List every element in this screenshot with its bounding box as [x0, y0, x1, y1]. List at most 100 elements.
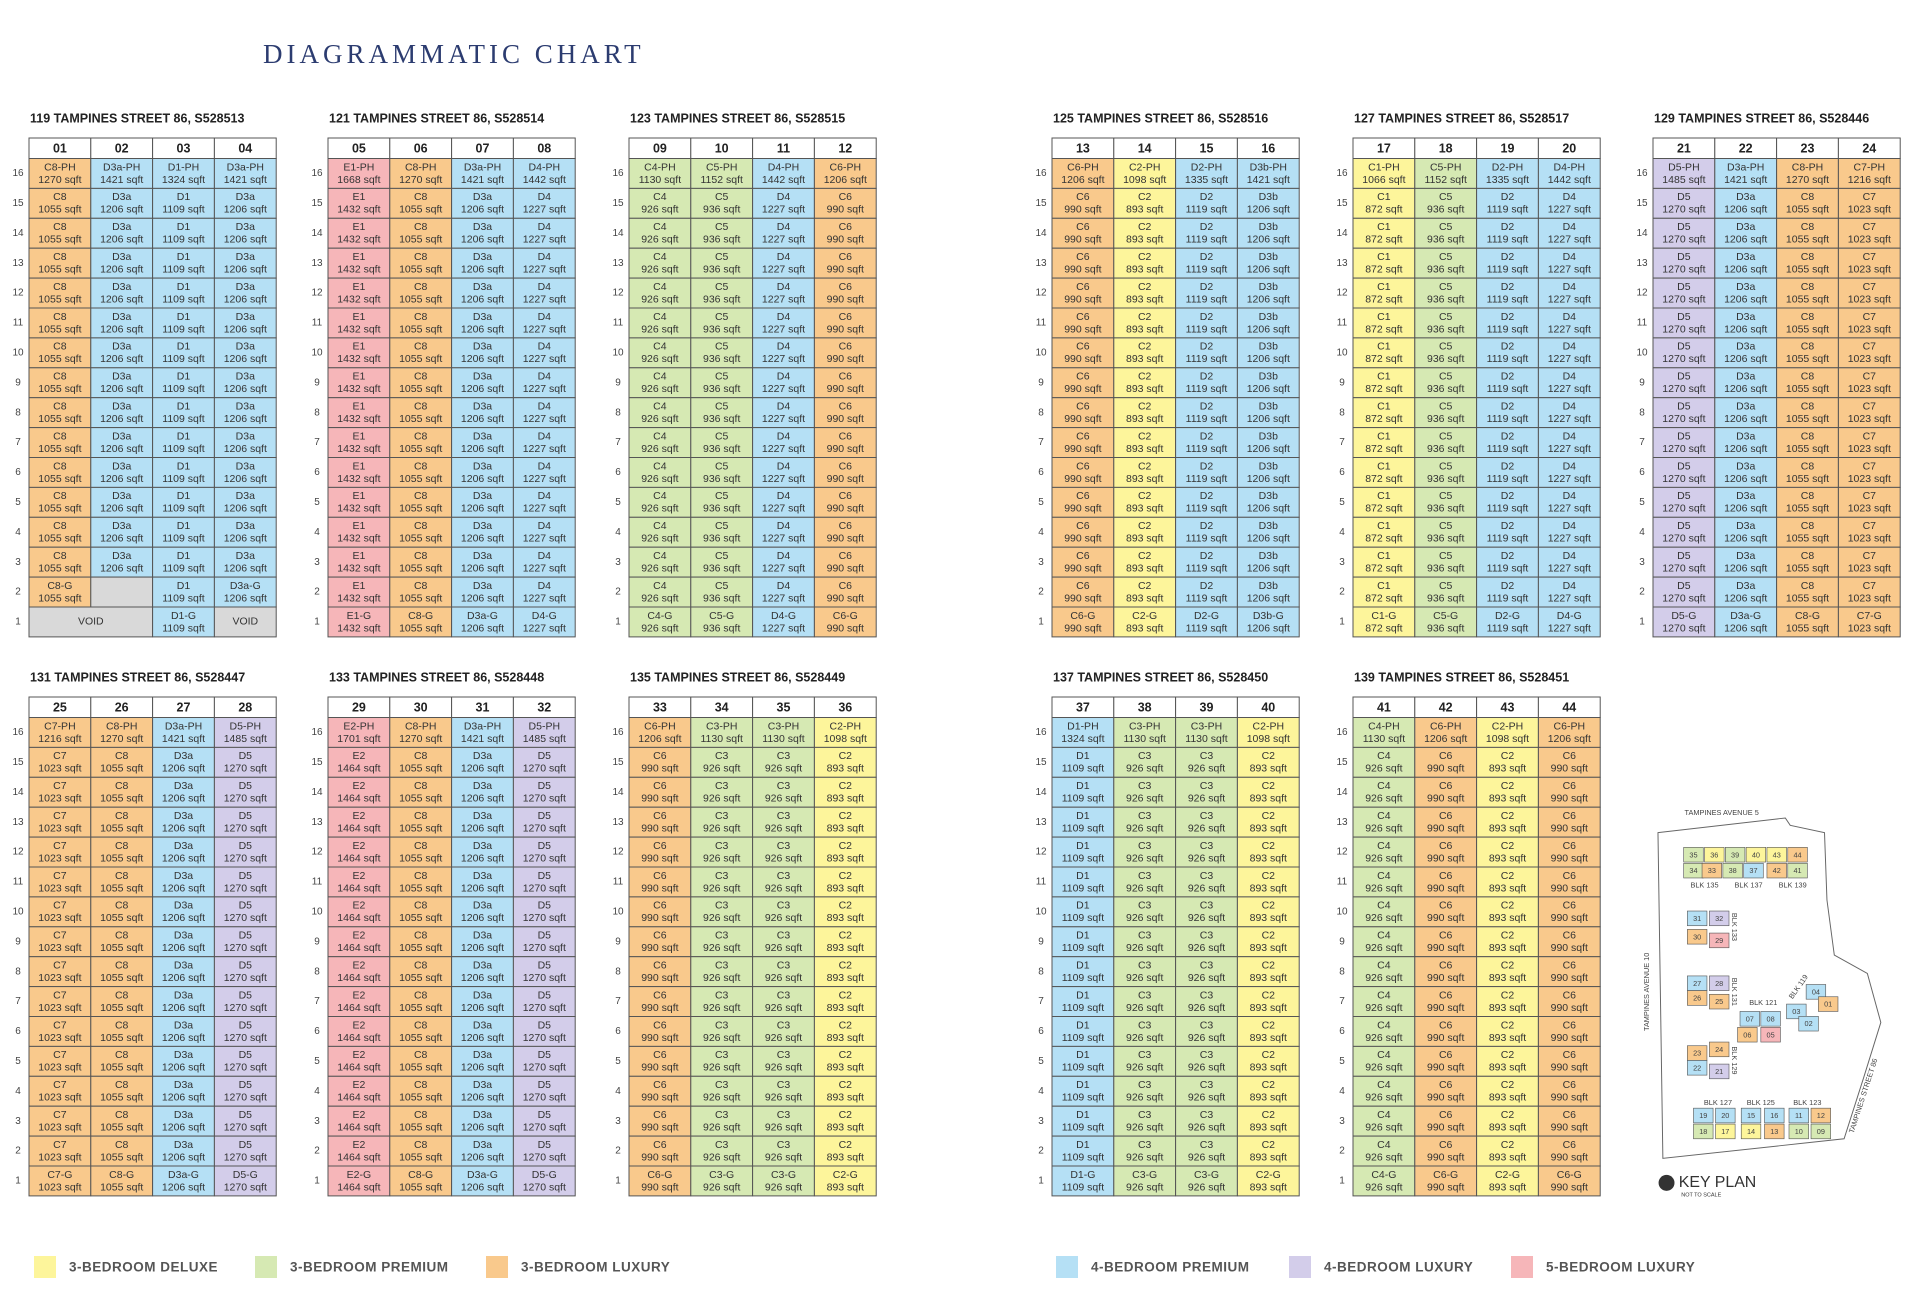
legend-label: 3-BEDROOM DELUXE: [69, 1260, 218, 1275]
unit-type: D5-G: [233, 1169, 258, 1181]
key-plan-stack: 11: [1795, 1111, 1803, 1120]
key-plan-stack: 29: [1715, 936, 1723, 945]
unit-cell: [1113, 217, 1177, 249]
floor-label: 1: [1339, 617, 1345, 628]
floor-label: 13: [1035, 258, 1047, 269]
unit-area: 1270 sqft: [523, 793, 566, 805]
unit-area: 1055 sqft: [399, 1002, 442, 1014]
unit-area: 926 sqft: [1188, 793, 1225, 805]
unit-type: D3a: [1736, 430, 1755, 442]
unit-type: C8: [115, 930, 129, 942]
floor-label: 4: [15, 1086, 21, 1097]
unit-type: D4: [1563, 311, 1577, 323]
unit-cell: [813, 217, 877, 249]
unit-area: 1270 sqft: [523, 1032, 566, 1044]
floor-label: 10: [612, 347, 624, 358]
unit-area: 936 sqft: [703, 622, 740, 634]
unit-type: C6-PH: [1430, 720, 1462, 732]
unit-cell: [1175, 427, 1238, 459]
unit-area: 1270 sqft: [224, 1092, 267, 1104]
key-plan-stack: 13: [1770, 1127, 1778, 1136]
unit-type: C3: [777, 900, 791, 912]
unit-area: 1227 sqft: [1548, 563, 1591, 575]
unit-cell: [90, 277, 154, 309]
unit-type: C6: [839, 341, 853, 353]
unit-area: 1055 sqft: [100, 1002, 143, 1014]
legend-swatch: [1289, 1256, 1311, 1278]
unit-type: C2: [1262, 840, 1276, 852]
unit-type: C3-PH: [768, 720, 800, 732]
unit-area: 990 sqft: [827, 503, 864, 515]
unit-type: C6: [839, 520, 853, 532]
unit-type: E2: [352, 1019, 365, 1031]
unit-area: 1227 sqft: [523, 383, 566, 395]
block-title: 119 TAMPINES STREET 86, S528513: [30, 111, 245, 125]
unit-area: 1227 sqft: [523, 234, 566, 246]
unit-area: 936 sqft: [1427, 622, 1464, 634]
floor-label: 6: [314, 1026, 320, 1037]
unit-type: C7: [53, 870, 67, 882]
unit-area: 926 sqft: [641, 563, 678, 575]
unit-type: D2: [1200, 400, 1214, 412]
unit-area: 1109 sqft: [162, 323, 205, 335]
unit-area: 1206 sqft: [1247, 563, 1290, 575]
floor-label: 3: [1339, 557, 1345, 568]
unit-area: 990 sqft: [641, 763, 678, 775]
unit-type: C2-G: [1256, 1169, 1281, 1181]
unit-area: 1109 sqft: [162, 622, 205, 634]
unit-area: 926 sqft: [1365, 1181, 1402, 1193]
unit-type: C3: [715, 750, 729, 762]
unit-cell: [1537, 277, 1601, 309]
block-title: 133 TAMPINES STREET 86, S528448: [329, 670, 544, 684]
unit-type: C8: [53, 550, 67, 562]
unit-area: 990 sqft: [1551, 823, 1588, 835]
unit-area: 1227 sqft: [1548, 353, 1591, 365]
unit-cell: [813, 158, 877, 189]
unit-type: C6: [1563, 1109, 1577, 1121]
unit-type: D1: [177, 580, 191, 592]
unit-cell: [1175, 397, 1238, 429]
unit-area: 893 sqft: [1250, 882, 1287, 894]
unit-type: D2-G: [1495, 610, 1520, 622]
unit-area: 1270 sqft: [523, 1092, 566, 1104]
key-plan-stack: 01: [1824, 1000, 1832, 1009]
unit-type: D3a-PH: [464, 161, 501, 173]
unit-type: C7: [53, 1049, 67, 1061]
unit-type: E2: [352, 959, 365, 971]
unit-area: 1055 sqft: [399, 793, 442, 805]
floor-label: 13: [1636, 258, 1648, 269]
unit-type: C7: [53, 780, 67, 792]
unit-area: 1055 sqft: [399, 1032, 442, 1044]
unit-type: D4: [538, 251, 552, 263]
unit-cell: [1714, 217, 1778, 249]
unit-area: 1023 sqft: [38, 942, 81, 954]
unit-type: E2: [352, 1049, 365, 1061]
unit-type: C2: [839, 840, 853, 852]
floor-label: 11: [1036, 318, 1047, 329]
key-plan-stack: 42: [1773, 866, 1781, 875]
unit-cell: [451, 307, 514, 339]
unit-cell: [1837, 427, 1901, 459]
unit-area: 936 sqft: [1427, 293, 1464, 305]
unit-area: 1324 sqft: [1061, 733, 1104, 745]
unit-cell: [1652, 277, 1716, 309]
unit-cell: [1051, 217, 1115, 249]
unit-type: C6: [1563, 1079, 1577, 1091]
unit-area: 1055 sqft: [399, 323, 442, 335]
unit-area: 926 sqft: [641, 503, 678, 515]
unit-type: E1: [352, 341, 365, 353]
floor-label: 6: [15, 1026, 21, 1037]
unit-type: D4: [777, 460, 791, 472]
unit-area: 893 sqft: [1126, 592, 1163, 604]
unit-type: C6: [1076, 281, 1090, 293]
unit-cell: [152, 806, 215, 838]
unit-area: 926 sqft: [1126, 882, 1163, 894]
unit-type: C2: [1501, 959, 1515, 971]
unit-type: C6-PH: [644, 720, 676, 732]
unit-area: 1206 sqft: [461, 622, 504, 634]
unit-area: 1464 sqft: [337, 1122, 380, 1134]
unit-area: 1432 sqft: [337, 264, 380, 276]
unit-type: D2: [1501, 371, 1515, 383]
